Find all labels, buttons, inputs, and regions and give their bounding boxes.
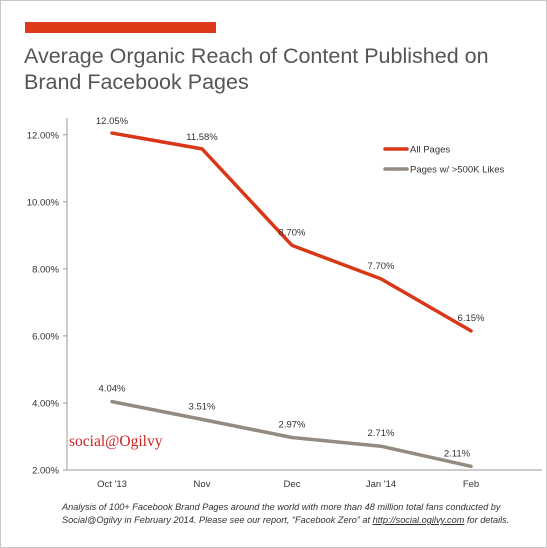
y-tick-label: 10.00% [27,197,60,208]
y-tick-label: 4.00% [32,398,59,409]
data-label: 2.71% [368,428,395,439]
data-label: 6.15% [458,313,485,324]
x-tick-label: Nov [194,479,211,490]
legend-label-2: Pages w/ >500K Likes [410,165,505,176]
footnote-link[interactable]: http://social.ogilvy.com [372,515,465,525]
footnote: Analysis of 100+ Facebook Brand Pages ar… [62,501,542,527]
chart-title-line-2: Brand Facebook Pages [24,70,249,94]
brand-logo-text: social@Ogilvy [69,433,163,450]
data-label: 7.70% [368,261,395,272]
series-line-2 [110,399,473,469]
data-label: 4.04% [99,384,126,395]
chart-title-line-1: Average Organic Reach of Content Publish… [24,44,489,68]
accent-bar [25,22,216,33]
x-tick-label: Feb [463,479,479,490]
data-label: 8.70% [279,227,306,238]
footnote-text: Analysis of 100+ Facebook Brand Pages ar… [62,502,501,525]
legend-label-1: All Pages [410,145,450,156]
x-tick-label: Jan '14 [366,479,396,490]
chart-title: Average Organic Reach of Content Publish… [24,43,524,95]
y-tick-label: 2.00% [32,466,59,477]
footnote-text-end: for details. [464,515,510,525]
data-label: 11.58% [186,132,218,143]
data-label: 12.05% [96,116,129,127]
x-tick-label: Oct '13 [97,479,127,490]
data-label: 3.51% [189,401,216,412]
data-label: 2.11% [444,448,471,459]
series-line-1 [110,131,473,333]
y-tick-label: 12.00% [27,130,60,141]
x-tick-label: Dec [284,479,301,490]
y-tick-label: 6.00% [32,331,59,342]
y-tick-label: 8.00% [32,264,59,275]
data-label: 2.97% [279,419,306,430]
